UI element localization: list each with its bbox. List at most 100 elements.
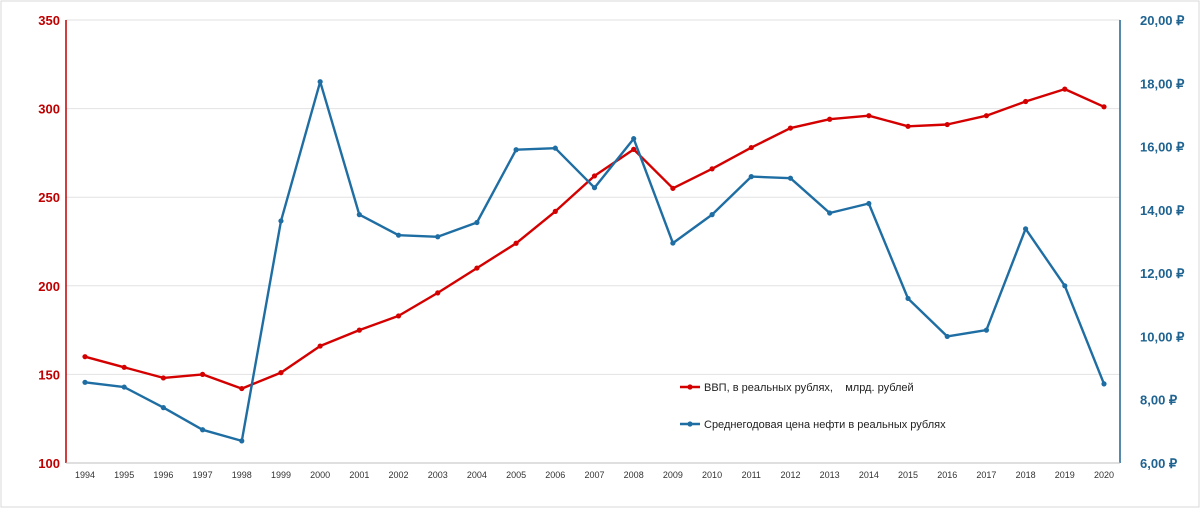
y-right-tick-label: 8,00 ₽ [1140, 393, 1178, 408]
data-point [552, 208, 558, 214]
y-left-tick-label: 150 [38, 367, 60, 382]
data-point [787, 175, 794, 181]
data-point [121, 384, 127, 390]
data-point [121, 364, 127, 370]
data-point [317, 343, 323, 349]
data-point [199, 371, 206, 377]
data-point [395, 232, 402, 238]
x-tick-label: 2002 [389, 470, 409, 480]
data-point [827, 210, 833, 216]
legend-label: Среднегодовая цена нефти в реальных рубл… [704, 419, 946, 431]
data-point [631, 136, 637, 142]
data-point [905, 123, 911, 129]
y-left-tick-label: 250 [38, 190, 60, 205]
data-point [591, 173, 598, 179]
y-right-tick-label: 6,00 ₽ [1140, 456, 1178, 471]
x-tick-label: 2001 [349, 470, 369, 480]
data-point [827, 116, 833, 122]
data-point [1062, 283, 1068, 289]
data-point [709, 212, 715, 218]
y-right-tick-label: 18,00 ₽ [1140, 76, 1185, 91]
data-point [905, 295, 911, 302]
y-left-tick-label: 100 [38, 456, 60, 471]
x-tick-label: 2005 [506, 470, 526, 480]
x-tick-label: 2016 [937, 470, 957, 480]
data-point [160, 405, 166, 411]
x-tick-label: 1995 [114, 470, 134, 480]
legend-marker [687, 384, 693, 390]
data-point [278, 370, 284, 376]
data-point [474, 219, 480, 226]
data-point [278, 218, 284, 224]
data-point [670, 185, 676, 191]
data-point [160, 375, 166, 381]
y-right-tick-label: 12,00 ₽ [1140, 266, 1185, 281]
data-point [866, 200, 872, 207]
data-point [1101, 381, 1107, 387]
x-tick-label: 2019 [1055, 470, 1075, 480]
x-tick-label: 2008 [624, 470, 644, 480]
x-tick-label: 2020 [1094, 470, 1114, 480]
data-point [552, 145, 558, 151]
data-point [474, 265, 480, 271]
data-point [944, 333, 950, 340]
data-point [199, 427, 206, 433]
data-point [1101, 104, 1107, 110]
data-point [395, 313, 402, 319]
data-point [1023, 98, 1029, 105]
data-point [239, 438, 245, 444]
y-left-tick-label: 300 [38, 102, 60, 117]
data-point [239, 385, 245, 392]
x-tick-label: 2012 [780, 470, 800, 480]
x-tick-label: 1998 [232, 470, 252, 480]
y-right-tick-label: 14,00 ₽ [1140, 203, 1185, 218]
x-tick-label: 2007 [584, 470, 604, 480]
data-point [435, 290, 441, 296]
y-right-tick-label: 16,00 ₽ [1140, 140, 1185, 155]
data-point [82, 354, 88, 360]
x-tick-label: 1994 [75, 470, 95, 480]
data-point [983, 327, 990, 333]
x-tick-label: 2018 [1016, 470, 1036, 480]
x-tick-label: 2015 [898, 470, 918, 480]
data-point [435, 234, 441, 240]
x-tick-label: 1997 [193, 470, 213, 480]
x-tick-label: 1999 [271, 470, 291, 480]
data-point [1023, 226, 1029, 232]
x-tick-label: 2013 [820, 470, 840, 480]
data-point [670, 240, 676, 246]
legend-marker [687, 421, 693, 427]
data-point [356, 212, 362, 218]
data-point [866, 113, 872, 119]
data-point [356, 327, 362, 333]
x-tick-label: 2006 [545, 470, 565, 480]
data-point [748, 144, 754, 151]
data-point [983, 113, 990, 119]
x-tick-label: 2000 [310, 470, 330, 480]
x-tick-label: 2003 [428, 470, 448, 480]
x-tick-label: 2004 [467, 470, 487, 480]
y-left-tick-label: 350 [38, 13, 60, 28]
legend-label: ВВП, в реальных рублях, млрд. рублей [704, 382, 914, 394]
data-point [748, 174, 754, 180]
x-tick-label: 2011 [742, 470, 761, 480]
data-point [513, 240, 519, 246]
data-point [591, 185, 598, 191]
data-point [82, 379, 88, 385]
x-tick-label: 2014 [859, 470, 879, 480]
y-left-tick-label: 200 [38, 279, 60, 294]
data-point [317, 79, 323, 85]
x-tick-label: 2010 [702, 470, 722, 480]
x-tick-label: 1996 [153, 470, 173, 480]
x-tick-label: 2009 [663, 470, 683, 480]
data-point [709, 166, 715, 172]
y-right-tick-label: 10,00 ₽ [1140, 329, 1185, 344]
data-point [513, 147, 519, 153]
series-line [84, 87, 1105, 390]
data-point [631, 146, 637, 152]
data-point [787, 125, 794, 131]
data-point [944, 121, 950, 128]
